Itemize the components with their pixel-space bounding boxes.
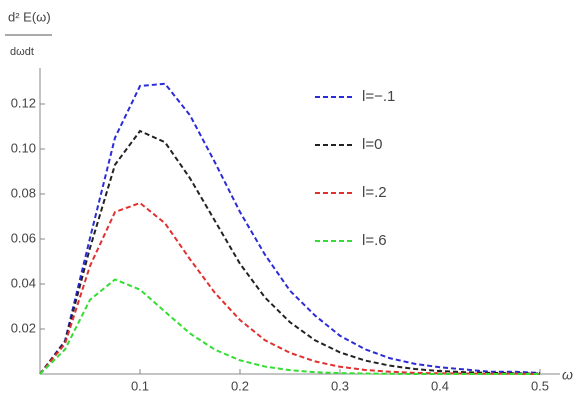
- x-tick-label: 0.3: [331, 378, 349, 393]
- x-axis-label: ω: [562, 367, 573, 383]
- y-axis-label: d² E(ω): [8, 9, 51, 24]
- x-tick-label: 0.5: [531, 378, 549, 393]
- legend-label: l=0: [362, 136, 382, 153]
- series-line: [39, 201, 541, 375]
- y-tick-label: 0.06: [11, 230, 36, 245]
- y-tick-label: 0.12: [11, 95, 36, 110]
- legend-label: l=−.1: [362, 88, 395, 105]
- legend-label: l=.6: [362, 232, 387, 249]
- legend-label: l=.2: [362, 184, 387, 201]
- y-tick-label: 0.08: [11, 185, 36, 200]
- y-tick-label: 0.10: [11, 140, 36, 155]
- series-line: [39, 278, 540, 375]
- y-axis-label-denominator: dωdt: [10, 46, 34, 58]
- x-tick-label: 0.4: [431, 378, 449, 393]
- series-line: [39, 129, 541, 375]
- y-tick-label: 0.04: [11, 275, 36, 290]
- x-tick-label: 0.1: [131, 378, 149, 393]
- x-tick-label: 0.2: [231, 378, 249, 393]
- y-tick-label: 0.02: [11, 320, 36, 335]
- series-line: [39, 82, 541, 375]
